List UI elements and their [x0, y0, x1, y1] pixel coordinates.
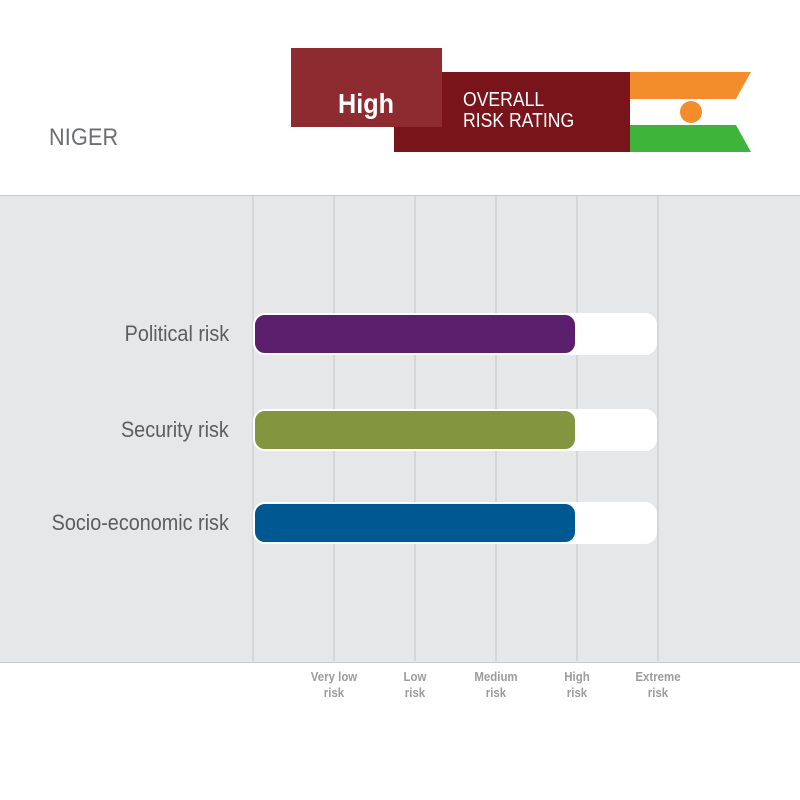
header: NIGER OVERALL RISK RATING High Risk: [0, 0, 800, 195]
niger-flag-icon: [630, 72, 751, 152]
overall-rating-label: OVERALL RISK RATING: [463, 90, 574, 132]
country-title: NIGER: [49, 124, 119, 151]
flag-stripe-bottom: [630, 125, 751, 152]
flag-stripe-top: [630, 72, 751, 99]
category-label: Security risk: [121, 417, 229, 442]
tick-label-line2: risk: [323, 685, 345, 700]
rating-line2: Risk: [338, 150, 392, 181]
tick-label-line1: High: [564, 669, 590, 684]
tick-label-line1: Medium: [474, 669, 518, 684]
tick-label-line2: risk: [647, 685, 669, 700]
tick-label: Extreme risk: [618, 669, 697, 701]
tick-label-line2: risk: [404, 685, 426, 700]
tick-label: High risk: [537, 669, 616, 701]
tick-label: Low risk: [375, 669, 454, 701]
tick-label-line2: risk: [485, 685, 507, 700]
bar-socio-economic-risk: [253, 502, 577, 544]
bar-political-risk: [253, 313, 577, 355]
rating-badge: [291, 48, 442, 127]
tick-label-line1: Low: [403, 669, 427, 684]
flag-emblem: [680, 101, 702, 123]
rating-line1: High: [338, 88, 394, 119]
category-label: Political risk: [124, 321, 229, 346]
rating-badge-text: High Risk: [338, 57, 394, 212]
tick-label: Medium risk: [456, 669, 535, 701]
tick-label-line2: risk: [566, 685, 588, 700]
overall-label-line1: OVERALL: [463, 89, 545, 111]
tick-label-line1: Very low: [310, 669, 358, 684]
category-label: Socio-economic risk: [51, 510, 229, 535]
bar-security-risk: [253, 409, 577, 451]
tick-label-line1: Extreme: [635, 669, 681, 684]
tick-label: Very low risk: [294, 669, 373, 701]
overall-label-line2: RISK RATING: [463, 110, 575, 132]
